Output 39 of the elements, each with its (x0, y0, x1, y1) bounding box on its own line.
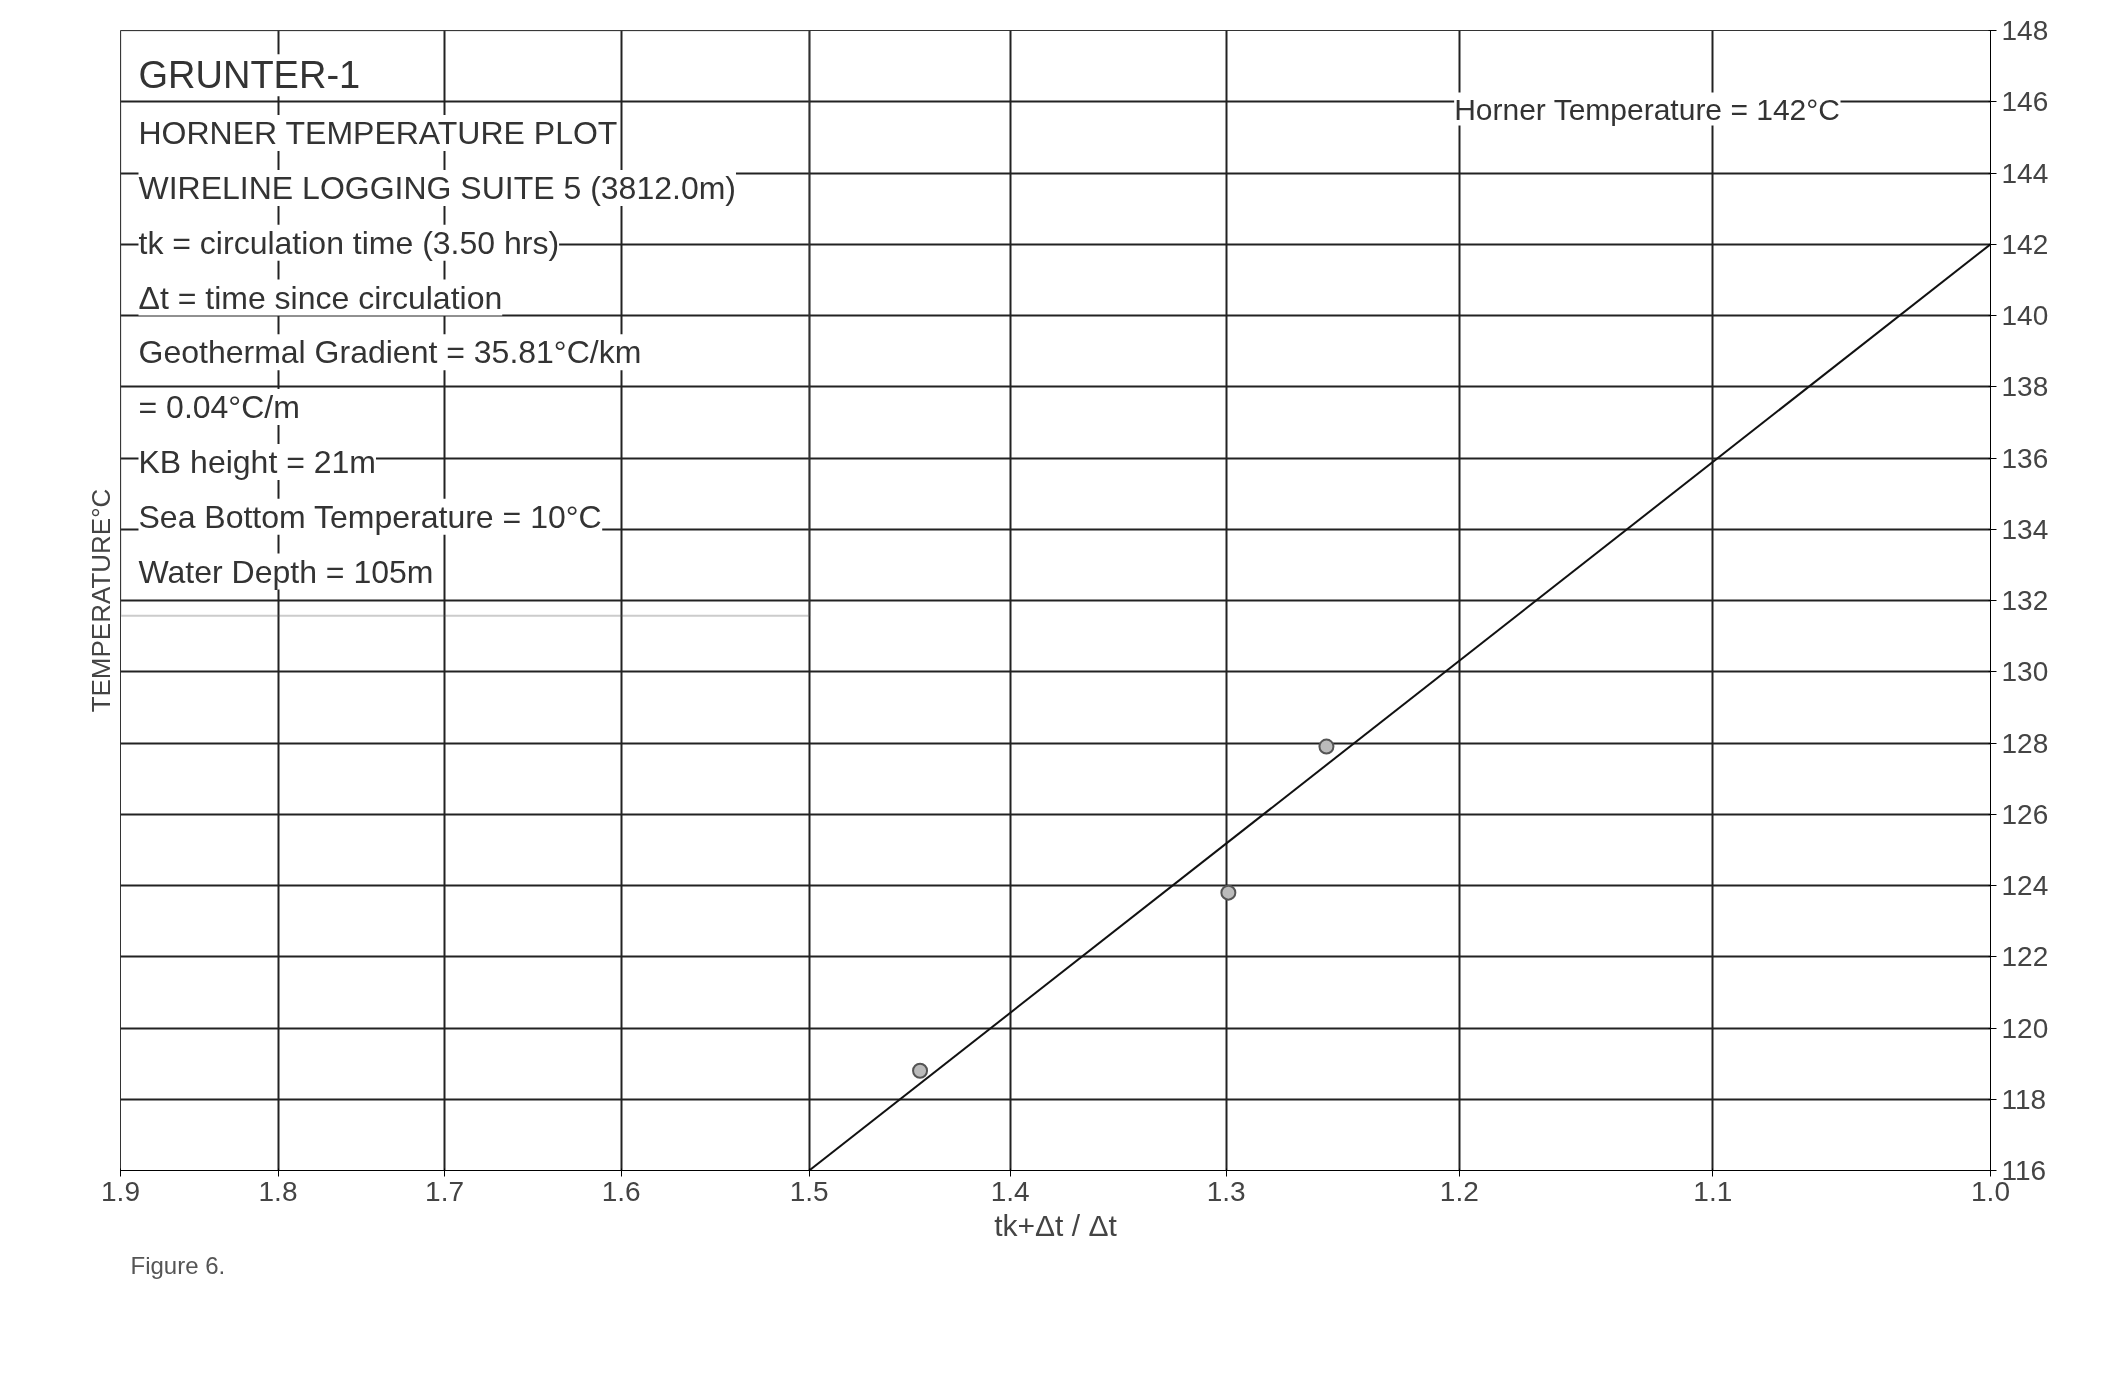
x-tick-label: 1.2 (1439, 1175, 1479, 1207)
y-tick-label: 130 (2001, 656, 2049, 688)
y-tick-label: 142 (2001, 228, 2049, 260)
y-tick-label: 134 (2001, 513, 2049, 545)
x-tick-label: 1.9 (101, 1175, 140, 1207)
annotation: Δt = time since circulation (138, 279, 503, 316)
x-tick-label: 1.7 (425, 1175, 465, 1207)
x-tick-label: 1.5 (789, 1175, 829, 1207)
x-tick-label: 1.6 (601, 1175, 641, 1207)
y-tick-label: 132 (2001, 585, 2049, 616)
text: GRUNTER-1 (138, 54, 361, 97)
y-tick-label: 140 (2001, 300, 2049, 331)
x-axis-title: tk+Δt / Δt (994, 1208, 1118, 1242)
x-tick-label: 1.4 (990, 1175, 1030, 1207)
y-tick-label: 120 (2001, 1012, 2049, 1044)
y-axis-title: TEMPERATURE°C (85, 488, 116, 713)
caption: Figure 6. (130, 1251, 226, 1279)
annotation: Sea Bottom Temperature = 10°C (138, 498, 602, 535)
text: HORNER TEMPERATURE PLOT (138, 115, 618, 152)
y-tick-label: 124 (2001, 870, 2049, 901)
x-tick-label: 1.1 (1693, 1175, 1733, 1207)
annotation: Horner Temperature = 142°C (1454, 92, 1840, 126)
y-tick-label: 146 (2001, 86, 2049, 118)
y-tick-label: 118 (2001, 1083, 2047, 1115)
y-tick-label: 122 (2001, 941, 2049, 973)
annotation: Water Depth = 105m (138, 553, 434, 590)
y-tick-label: 148 (2001, 15, 2049, 46)
y-tick-label: 128 (2001, 727, 2049, 759)
x-tick-label: 1.8 (258, 1175, 298, 1207)
annotation: = 0.04°C/m (138, 389, 300, 426)
x-tick-label: 1.3 (1206, 1175, 1246, 1207)
y-tick-label: 144 (2001, 157, 2049, 189)
annotation: Geothermal Gradient = 35.81°C/km (138, 334, 642, 371)
y-tick-label: 136 (2001, 442, 2049, 474)
y-tick-label: 138 (2001, 371, 2049, 403)
y-tick-label: 126 (2001, 798, 2049, 830)
annotation: KB height = 21m (138, 443, 376, 480)
annotation: WIRELINE LOGGING SUITE 5 (3812.0m) (138, 169, 736, 206)
annotation: tk = circulation time (3.50 hrs) (138, 224, 560, 261)
